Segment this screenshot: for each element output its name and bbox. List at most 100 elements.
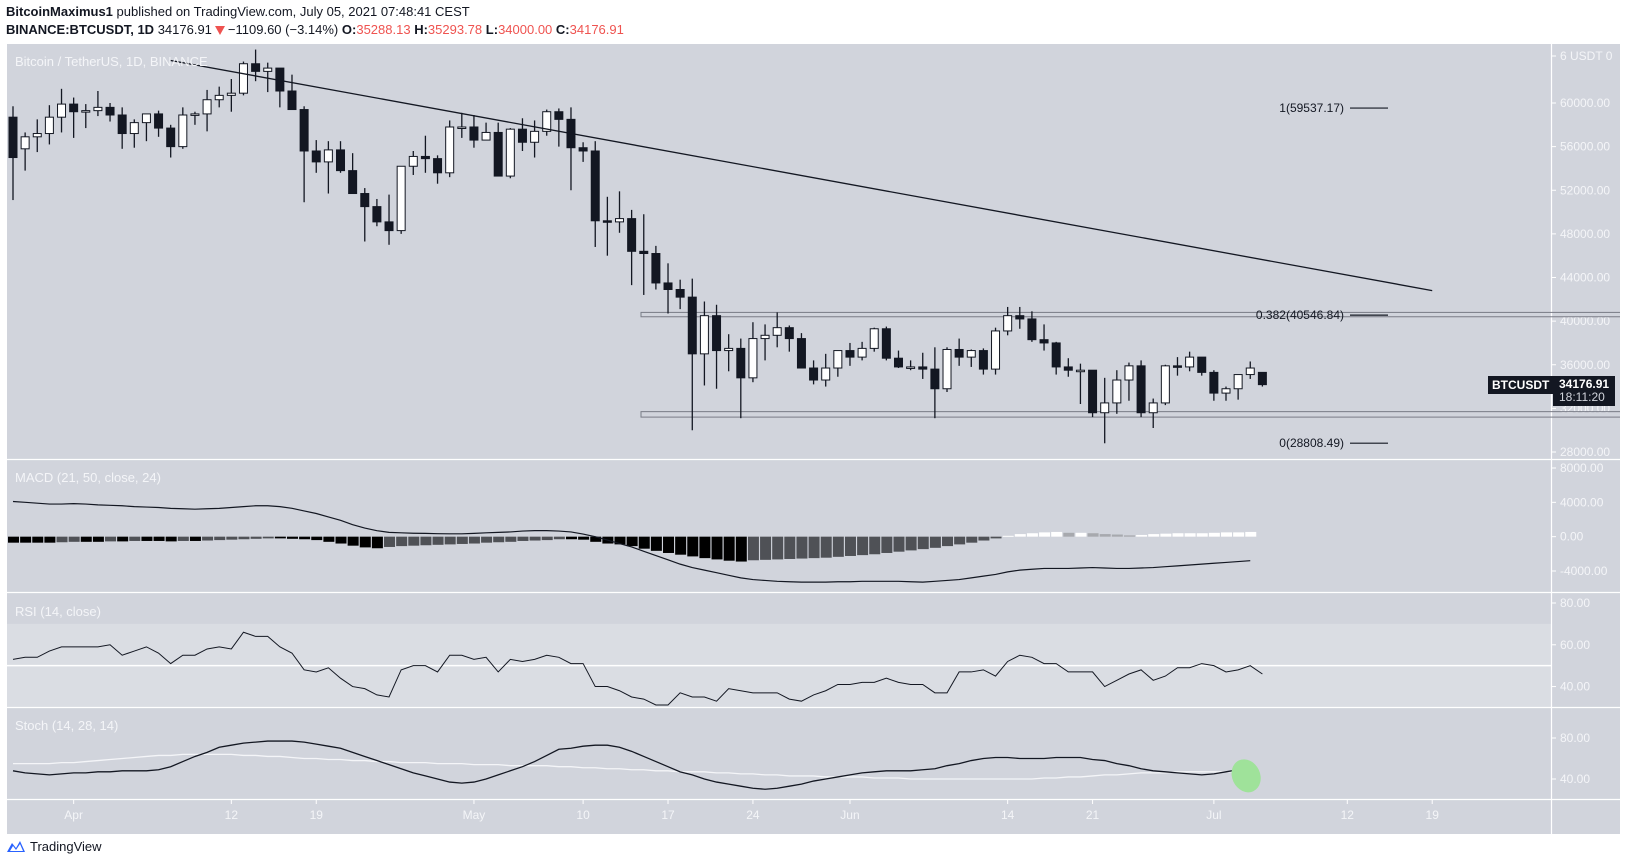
time-tick-label: 17 <box>661 808 675 822</box>
macd-histogram-bar <box>1026 533 1038 537</box>
range-box <box>640 411 1620 418</box>
candle-body <box>893 357 903 368</box>
candle-body <box>105 106 115 116</box>
macd-histogram-bar <box>359 536 371 548</box>
macd-histogram-bar <box>1148 534 1160 537</box>
candle-body <box>736 347 746 379</box>
ohlc-line: BINANCE:BTCUSDT, 1D 34176.91 −1109.60 (−3… <box>6 22 624 37</box>
candle-body <box>930 368 940 390</box>
price-tick-label: 28000.00 <box>1560 445 1610 459</box>
stoch-k-line <box>12 740 1239 790</box>
candle-body <box>311 150 321 163</box>
high-value: 35293.78 <box>427 22 483 37</box>
macd-histogram-bar <box>760 536 772 560</box>
candle-body <box>942 348 952 390</box>
macd-histogram-bar <box>202 536 214 541</box>
candle-body <box>699 315 709 355</box>
price-tick-label: 52000.00 <box>1560 183 1610 197</box>
macd-histogram-bar <box>881 536 893 553</box>
macd-histogram-bar <box>917 536 929 550</box>
macd-histogram-bar <box>820 536 832 558</box>
macd-histogram-bar <box>966 536 978 543</box>
candle-body <box>530 130 540 143</box>
macd-histogram-bar <box>1233 532 1245 537</box>
candle-body <box>1172 365 1182 368</box>
macd-histogram-bar <box>153 536 165 541</box>
candle-body <box>299 109 309 152</box>
macd-histogram-bar <box>1111 534 1123 537</box>
candle-body <box>202 99 212 115</box>
macd-histogram-bar <box>432 536 444 545</box>
candle-body <box>1088 369 1098 414</box>
price-tick-label: 44000.00 <box>1560 271 1610 285</box>
macd-histogram-bar <box>177 536 189 541</box>
last-price: 34176.91 <box>157 22 212 37</box>
last-price-tag: 34176.91 18:11:20 <box>1553 376 1616 406</box>
price-tick-label: 36000.00 <box>1560 358 1610 372</box>
candle-body <box>117 114 127 135</box>
candle-body <box>372 206 382 223</box>
macd-histogram-bar <box>796 536 808 559</box>
candle-body <box>129 122 139 135</box>
candle-body <box>57 103 67 118</box>
macd-histogram-bar <box>384 536 396 547</box>
candle-body <box>991 330 1001 370</box>
fib-level-label: 1(59537.17) <box>1279 101 1344 115</box>
candle-body <box>578 147 588 152</box>
price-tick-label: 60000.00 <box>1560 96 1610 110</box>
candle-body <box>1245 367 1255 376</box>
candle-body <box>154 113 164 129</box>
candle-body <box>748 338 758 379</box>
candle-body <box>821 367 831 381</box>
candle-body <box>1233 374 1243 390</box>
candle-body <box>784 327 794 340</box>
candle-body <box>214 94 224 101</box>
macd-histogram-bar <box>675 536 687 555</box>
macd-histogram-bar <box>590 536 602 542</box>
macd-histogram-bar <box>92 536 104 542</box>
macd-histogram-bar <box>165 536 177 542</box>
macd-histogram-bar <box>105 536 117 542</box>
candle-body <box>226 92 236 96</box>
open-label: O: <box>341 22 357 37</box>
candle-body <box>651 253 661 284</box>
candle-body <box>857 347 867 358</box>
close-label: C: <box>555 22 570 37</box>
candle-body <box>8 116 18 159</box>
candle-body <box>1100 402 1110 414</box>
time-tick-label: Jun <box>840 808 859 822</box>
author-name[interactable]: BitcoinMaximus1 <box>6 4 113 19</box>
rsi-line <box>12 631 1263 706</box>
macd-line <box>12 500 1251 583</box>
candle-body <box>675 288 685 298</box>
macd-histogram-bar <box>626 536 638 547</box>
main-pane-title: Bitcoin / TetherUS, 1D, BINANCE <box>15 54 208 69</box>
tradingview-footer[interactable]: TradingView <box>6 838 102 854</box>
macd-histogram-bar <box>347 536 359 546</box>
open-value: 35288.13 <box>356 22 411 37</box>
candle-body <box>251 63 261 72</box>
macd-histogram-bar <box>663 536 675 553</box>
candle-body <box>263 67 273 72</box>
candle-body <box>1112 379 1122 404</box>
low-label: L: <box>485 22 499 37</box>
macd-histogram-bar <box>1136 534 1148 537</box>
candle-body <box>833 350 843 369</box>
macd-histogram-bar <box>238 536 250 540</box>
price-tick-label: 40000.00 <box>1560 314 1610 328</box>
macd-histogram-bar <box>456 536 468 544</box>
rsi-tick-label: 40.00 <box>1560 680 1590 694</box>
candle-body <box>1039 339 1049 344</box>
macd-histogram-bar <box>286 536 298 539</box>
fib-level-label: 0(28808.49) <box>1279 436 1344 450</box>
candle-body <box>1185 356 1195 368</box>
macd-tick-label: 4000.00 <box>1560 495 1604 509</box>
footer-brand: TradingView <box>30 838 102 854</box>
chart-canvas[interactable]: 6 USDT 0 60000.00 56000.00 52000.00 48000.00… <box>7 44 1620 834</box>
macd-histogram-bar <box>1075 532 1087 537</box>
macd-histogram-bar <box>8 536 19 543</box>
candle-body <box>615 218 624 223</box>
macd-histogram-bar <box>20 536 32 543</box>
candle-body <box>287 90 297 111</box>
time-tick-label: Jul <box>1206 808 1221 822</box>
